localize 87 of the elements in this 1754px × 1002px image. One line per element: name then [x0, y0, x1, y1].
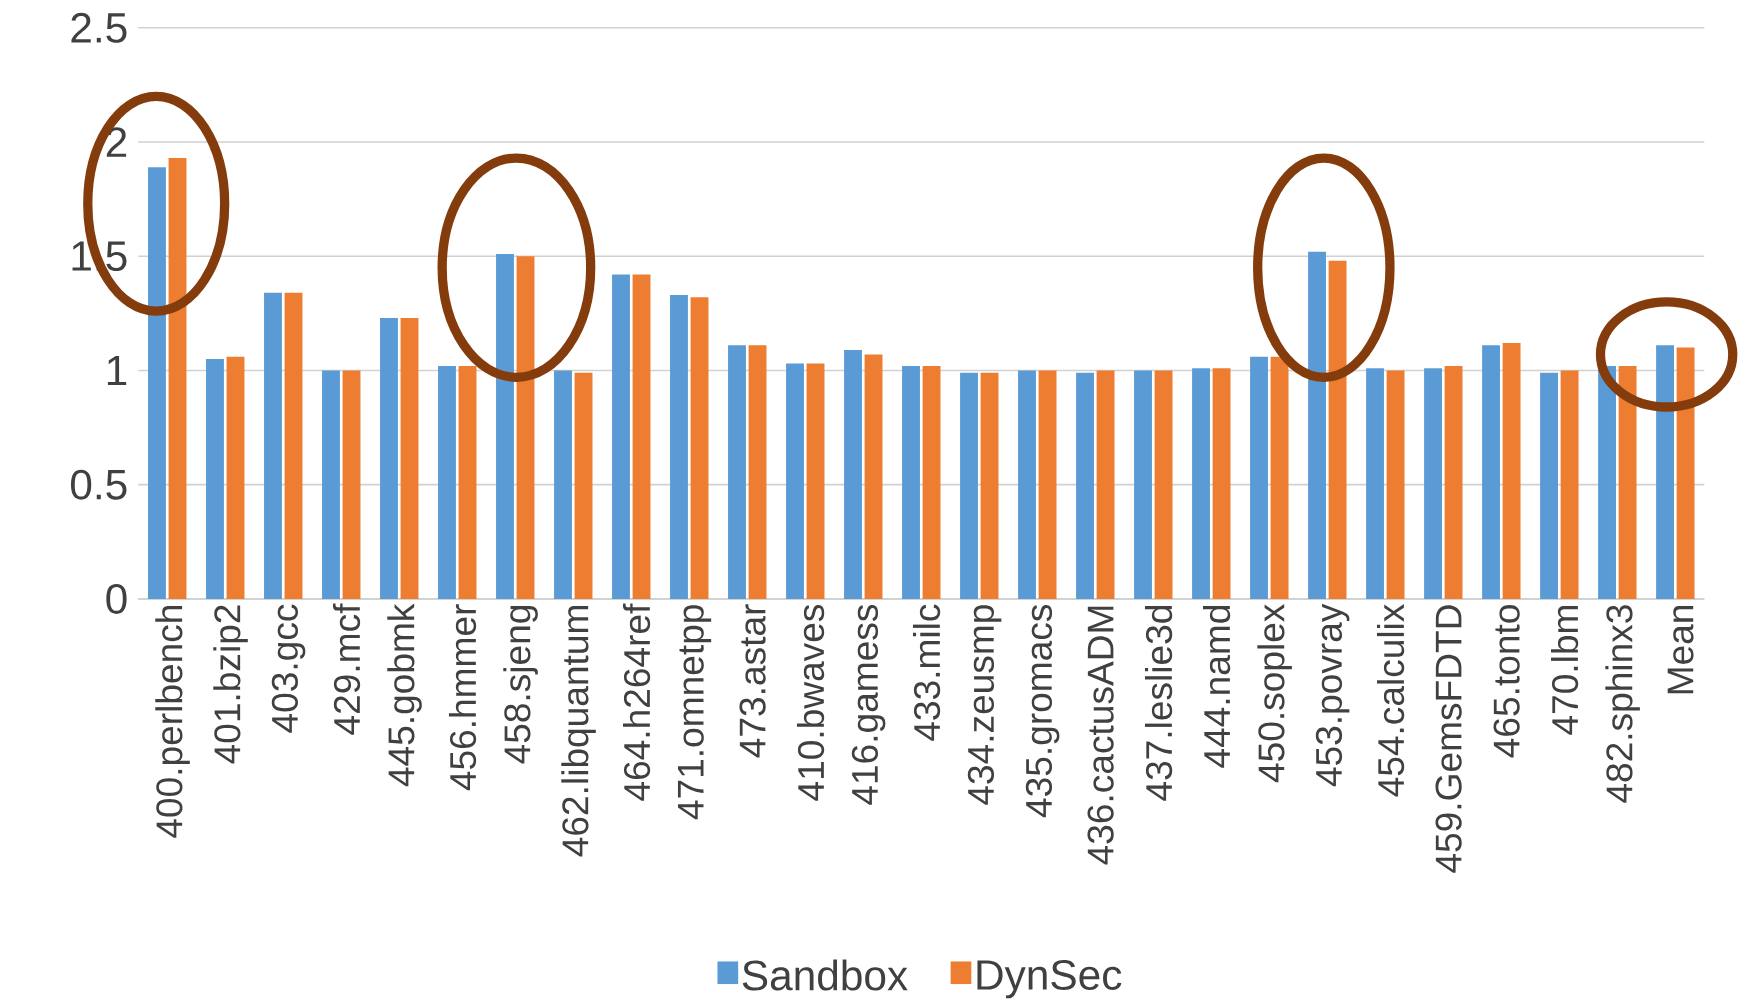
- x-tick-label: 450.soplex: [1257, 604, 1292, 783]
- bar: [1560, 370, 1579, 600]
- bar: [1540, 372, 1558, 600]
- x-tick-label: 454.calculix: [1377, 604, 1405, 797]
- x-tick-label: 445.gobmk: [387, 603, 422, 787]
- bar: [168, 158, 187, 600]
- bar: [1308, 251, 1326, 600]
- bar: [496, 254, 514, 600]
- legend-label: Sandbox: [742, 959, 908, 991]
- bar: [1424, 368, 1442, 600]
- bar: [148, 167, 166, 600]
- bar: [844, 350, 862, 600]
- y-tick-label: 0.5: [70, 469, 127, 500]
- bar: [1134, 370, 1152, 600]
- bar: [516, 256, 535, 600]
- bar: [438, 366, 456, 600]
- bar: [1502, 343, 1521, 600]
- bar: [632, 274, 651, 600]
- bar: [1328, 260, 1347, 600]
- x-tick-label: 462.libquantum: [561, 606, 596, 857]
- x-tick-label: 473.astar: [739, 604, 766, 758]
- bar: [342, 370, 361, 600]
- bar: [1018, 370, 1036, 600]
- bar: [1038, 370, 1057, 600]
- x-tick-label: 458.sjeng: [503, 606, 538, 764]
- bar: [554, 370, 572, 600]
- bar: [806, 363, 825, 600]
- x-tick-label: 429.mcf: [332, 603, 361, 735]
- bar: [1076, 372, 1094, 600]
- bar: [980, 372, 999, 600]
- bar: [1366, 368, 1384, 600]
- bar: [1482, 345, 1500, 600]
- x-tick-label: 400.perlbench: [155, 606, 190, 839]
- bar: [400, 318, 419, 600]
- bar: [1096, 370, 1115, 600]
- bar: [1212, 368, 1231, 600]
- bar: [1250, 356, 1268, 600]
- x-tick-label: 471.omnetpp: [677, 605, 712, 820]
- bar: [864, 354, 883, 600]
- x-tick-label: 435.gromacs: [1025, 605, 1060, 818]
- bar: [264, 292, 282, 600]
- y-tick-label: 1: [107, 356, 127, 386]
- x-tick-label: 456.hmmer: [448, 604, 477, 791]
- bar: [612, 274, 630, 600]
- x-tick-label: 436.cactusADM: [1087, 606, 1114, 865]
- bar: [1444, 366, 1463, 600]
- bar: [1618, 366, 1637, 600]
- x-tick-label: 410.bwaves: [796, 605, 825, 801]
- bar: [574, 372, 593, 600]
- x-tick-label: 437.leslie3d: [1144, 606, 1173, 801]
- bar: [728, 345, 746, 600]
- bar: [1676, 347, 1695, 600]
- bar: [1598, 366, 1616, 600]
- x-tick-label: 444.namd: [1202, 606, 1231, 768]
- bar: [902, 366, 920, 600]
- bar: [1154, 370, 1173, 600]
- bar: [284, 292, 303, 600]
- x-tick-label: 401.bzip2: [213, 605, 248, 764]
- x-tick-label: 403.gcc: [271, 604, 306, 733]
- bar: [1270, 356, 1289, 600]
- x-tick-label: 465.tonto: [1493, 605, 1520, 758]
- x-tick-label: 453.povray: [1315, 603, 1350, 787]
- bar: [670, 295, 688, 600]
- bar: [748, 345, 767, 600]
- bar: [322, 370, 340, 600]
- bar: [690, 297, 709, 600]
- legend-label: DynSec: [977, 960, 1122, 999]
- x-tick-label: 434.zeusmp: [967, 605, 1002, 805]
- bar: [960, 372, 978, 600]
- bar: [226, 356, 245, 600]
- bar: [1386, 370, 1405, 600]
- bar: [380, 318, 398, 600]
- bar: [786, 363, 804, 600]
- x-tick-label: 433.milc: [912, 604, 941, 742]
- bar: [922, 366, 941, 600]
- x-tick-label: 482.sphinx3: [1605, 605, 1640, 803]
- bar: [458, 366, 477, 600]
- x-tick-label: 416.gamess: [851, 605, 886, 805]
- bar: [1192, 368, 1210, 600]
- y-tick-label: 0: [106, 584, 127, 615]
- x-tick-label: 470.lbm: [1551, 606, 1579, 735]
- y-tick-label: 2.5: [71, 13, 127, 43]
- x-tick-label: 459.GemsFDTD: [1435, 605, 1462, 873]
- x-tick-label: 464.h264ref: [622, 603, 651, 801]
- bar: [206, 359, 224, 600]
- x-tick-label: Mean: [1667, 606, 1694, 694]
- bar: [1656, 345, 1674, 600]
